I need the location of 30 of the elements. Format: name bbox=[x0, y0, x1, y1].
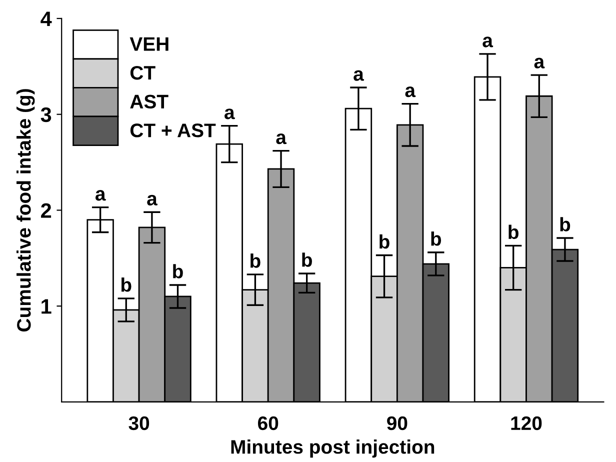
legend-label: AST bbox=[130, 94, 168, 109]
y-tick-label: 2 bbox=[41, 203, 52, 218]
legend-label: CT bbox=[130, 66, 156, 80]
data-label: a bbox=[276, 134, 287, 144]
y-tick-label: 4 bbox=[40, 12, 52, 26]
data-label: a bbox=[147, 194, 158, 206]
data-label: a bbox=[95, 190, 106, 201]
data-label: a bbox=[482, 36, 494, 48]
data-label: b bbox=[380, 234, 390, 249]
y-tick-label: 3 bbox=[40, 107, 52, 122]
data-label: b bbox=[560, 217, 570, 232]
data-label: a bbox=[534, 58, 545, 68]
legend-label: CT + AST bbox=[130, 124, 216, 138]
data-label: b bbox=[250, 254, 260, 268]
data-label: b bbox=[302, 252, 312, 267]
legend-label: VEH bbox=[130, 37, 168, 51]
data-label: b bbox=[173, 264, 183, 278]
x-tick-label: 90 bbox=[387, 416, 408, 430]
data-label: b bbox=[121, 278, 132, 292]
data-label: b bbox=[431, 231, 442, 246]
x-tick-label: 60 bbox=[258, 416, 278, 430]
x-axis-title: Minutes post injection bbox=[231, 440, 434, 458]
data-label: b bbox=[508, 224, 518, 240]
data-label: a bbox=[405, 86, 416, 98]
data-label: a bbox=[224, 108, 235, 120]
x-tick-label: 120 bbox=[511, 416, 542, 430]
x-tick-label: 30 bbox=[128, 416, 150, 430]
y-axis-title: Cumulative food intake (g) bbox=[16, 89, 35, 332]
data-label: a bbox=[354, 70, 364, 81]
y-tick-label: 1 bbox=[42, 299, 52, 314]
